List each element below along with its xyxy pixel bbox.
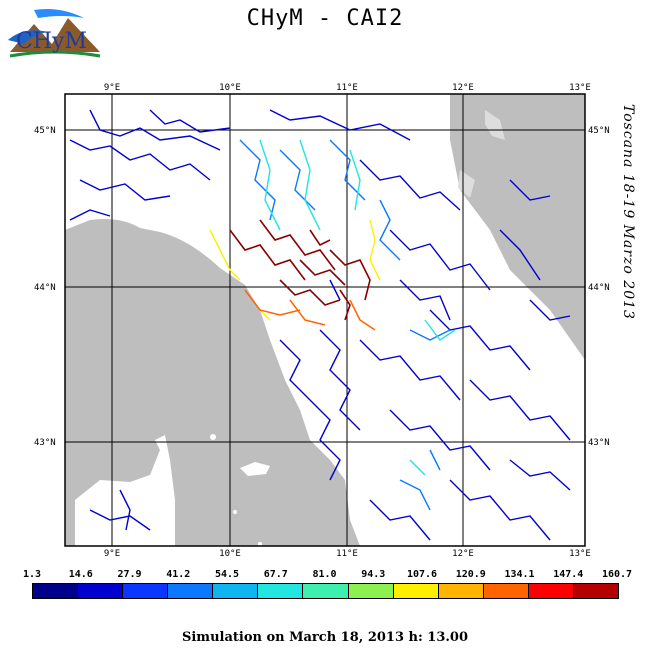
- colorbar-swatch: [123, 584, 169, 598]
- lon-label-top-10e: 10°E: [219, 83, 241, 93]
- colorbar-swatch: [168, 584, 214, 598]
- colorbar-swatch: [393, 584, 439, 598]
- rivers-cyan: [259, 139, 456, 476]
- colorbar-swatch: [78, 584, 124, 598]
- colorbar-tick-label: 160.7: [601, 569, 633, 580]
- island-corsica: [75, 435, 175, 546]
- lon-label-bottom-13e: 13°E: [569, 549, 591, 559]
- colorbar-tick-label: 1.3: [22, 569, 42, 580]
- colorbar-tick-label: 107.6: [406, 569, 438, 580]
- colorbar-tick-label: 14.6: [68, 569, 93, 580]
- lat-label-left-44n: 44°N: [34, 283, 56, 293]
- lat-label-right-45n: 45°N: [588, 126, 610, 136]
- rivers-orange: [244, 289, 376, 331]
- lat-label-right-44n: 44°N: [588, 283, 610, 293]
- colorbar-swatch: [528, 584, 574, 598]
- colorbar-swatch: [573, 584, 619, 598]
- lon-label-top-13e: 13°E: [569, 83, 591, 93]
- colorbar-tick-label: 27.9: [117, 569, 142, 580]
- lat-label-left-43n: 43°N: [34, 438, 56, 448]
- colorbar-swatch: [303, 584, 349, 598]
- colorbar: [32, 583, 619, 599]
- chym-logo: CHyM: [4, 4, 104, 60]
- colorbar-swatch: [348, 584, 394, 598]
- colorbar-tick-label: 134.1: [504, 569, 535, 580]
- lon-label-bottom-11e: 11°E: [336, 549, 358, 559]
- colorbar-tick-labels: 1.3 14.6 27.9 41.2 54.5 67.7 81.0 94.3 107.6 120.…: [18, 569, 638, 583]
- lon-label-bottom-9e: 9°E: [104, 549, 120, 559]
- logo-text: CHyM: [16, 29, 87, 54]
- sea-east: [450, 94, 585, 360]
- lat-label-right-43n: 43°N: [588, 438, 610, 448]
- colorbar-tick-label: 67.7: [263, 569, 288, 580]
- colorbar-swatch: [438, 584, 484, 598]
- colorbar-tick-label: 120.9: [455, 569, 486, 580]
- sea-west: [65, 219, 360, 546]
- river-discharge-map: 9°E 10°E 11°E 12°E 13°E 9°E 10°E 11°E 12…: [34, 83, 610, 559]
- colorbar-tick-label: 41.2: [166, 569, 191, 580]
- colorbar-swatch: [483, 584, 529, 598]
- lon-label-top-11e: 11°E: [336, 83, 358, 93]
- rivers-low: [69, 109, 571, 541]
- colorbar-tick-label: 94.3: [361, 569, 386, 580]
- colorbar-tick-label: 54.5: [214, 569, 240, 580]
- lat-label-left-45n: 45°N: [34, 126, 56, 136]
- region-date-text: Toscana 18-19 Marzo 2013: [620, 104, 636, 320]
- island-elba: [240, 462, 270, 476]
- rivers-maroon: [229, 219, 371, 321]
- page-title: CHyM - CAI2: [246, 6, 404, 31]
- lon-label-bottom-12e: 12°E: [452, 549, 474, 559]
- lon-label-top-9e: 9°E: [104, 83, 120, 93]
- colorbar-swatch: [213, 584, 259, 598]
- simulation-caption: Simulation on March 18, 2013 h: 13.00: [181, 630, 469, 645]
- region-date-label: Toscana 18-19 Marzo 2013: [612, 104, 642, 344]
- colorbar-tick-label: 81.0: [312, 569, 337, 580]
- lon-label-bottom-10e: 10°E: [219, 549, 241, 559]
- colorbar-swatch: [33, 584, 79, 598]
- colorbar-tick-label: 147.4: [553, 569, 584, 580]
- colorbar-swatch: [258, 584, 304, 598]
- lon-label-top-12e: 12°E: [452, 83, 474, 93]
- rivers-yellow: [209, 219, 381, 321]
